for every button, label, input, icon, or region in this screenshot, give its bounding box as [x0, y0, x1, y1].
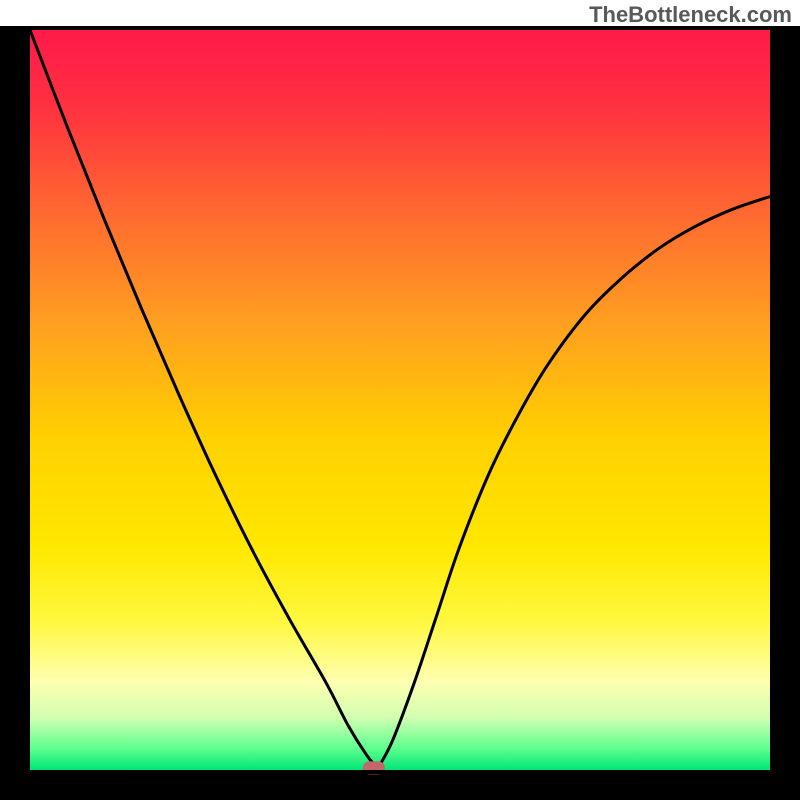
plot-border-left [26, 26, 30, 774]
plot-area [30, 30, 770, 770]
curve-svg [30, 30, 770, 770]
plot-border-bottom [26, 770, 774, 774]
watermark-text: TheBottleneck.com [589, 2, 792, 28]
chart-container: TheBottleneck.com [0, 0, 800, 800]
plot-border-right [770, 26, 774, 774]
curve-right-branch [378, 197, 770, 769]
curve-left-branch [30, 30, 378, 769]
